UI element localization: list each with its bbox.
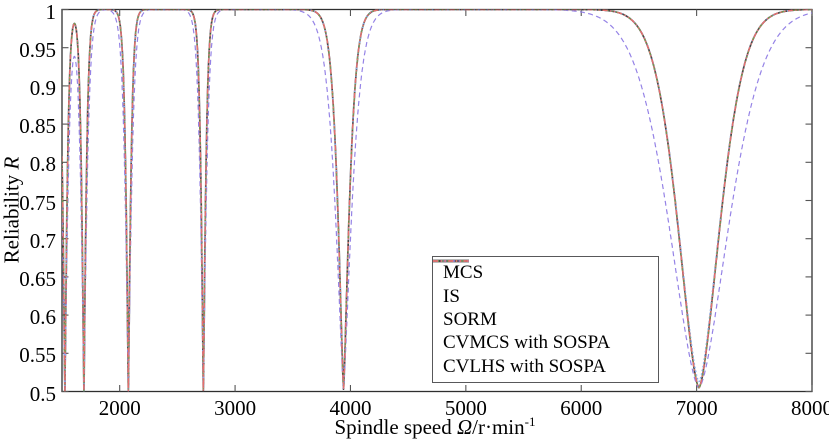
x-tick-label: 4000 <box>329 395 372 420</box>
x-tick-label: 2000 <box>98 395 141 420</box>
legend-label: IS <box>443 285 460 307</box>
y-axis-title-text: Reliability <box>0 169 24 264</box>
legend-label: CVMCS with SOSPA <box>443 332 611 354</box>
tick-marks <box>62 8 813 393</box>
x-tick-label: 3000 <box>214 395 257 420</box>
y-axis-symbol: R <box>0 156 24 170</box>
y-tick-label: 1 <box>45 0 57 24</box>
legend-item-sorm: SORM <box>433 260 658 330</box>
y-tick-label: 0.6 <box>29 305 56 330</box>
legend: MCS IS SORM CVMCS with SOSPA CVLHS with SOSP… <box>432 256 659 383</box>
y-tick-label: 0.8 <box>29 152 56 177</box>
x-tick-label: 7000 <box>675 395 718 420</box>
x-tick-label: 6000 <box>560 395 603 420</box>
legend-label: SORM <box>443 308 497 330</box>
y-tick-label: 0.7 <box>29 228 56 253</box>
legend-item-cvlhs-with-sospa: CVLHS with SOSPA <box>433 260 658 377</box>
legend-item-cvmcs-with-sospa: CVMCS with SOSPA <box>433 260 658 354</box>
y-tick-label: 0.75 <box>19 190 56 215</box>
legend-label: MCS <box>443 262 484 284</box>
x-axis-unit: /r·min <box>472 415 525 439</box>
y-axis-title: Reliability R <box>0 156 24 264</box>
legend-label: CVLHS with SOSPA <box>443 355 606 377</box>
curves <box>62 9 812 392</box>
x-tick-label: 5000 <box>444 395 487 420</box>
legend-item-mcs: MCS <box>433 259 658 284</box>
x-tick-label: 8000 <box>791 395 829 420</box>
series-cvmcs-with-sospa <box>62 9 812 392</box>
y-tick-label: 0.55 <box>19 343 56 368</box>
x-axis-title-text: Spindle speed <box>334 415 457 439</box>
legend-line-sample <box>433 260 469 262</box>
x-axis-unit-exponent: -1 <box>524 414 536 429</box>
legend-item-is: IS <box>433 260 658 307</box>
omega-symbol: Ω <box>456 415 473 439</box>
y-tick-label: 0.95 <box>19 37 56 62</box>
y-tick-label: 0.9 <box>29 75 56 100</box>
y-tick-label: 0.65 <box>19 266 56 291</box>
y-tick-label: 0.85 <box>19 114 56 139</box>
x-axis-title: Spindle speed Ω/r·min-1 <box>250 415 620 438</box>
y-tick-label: 0.5 <box>29 381 56 406</box>
